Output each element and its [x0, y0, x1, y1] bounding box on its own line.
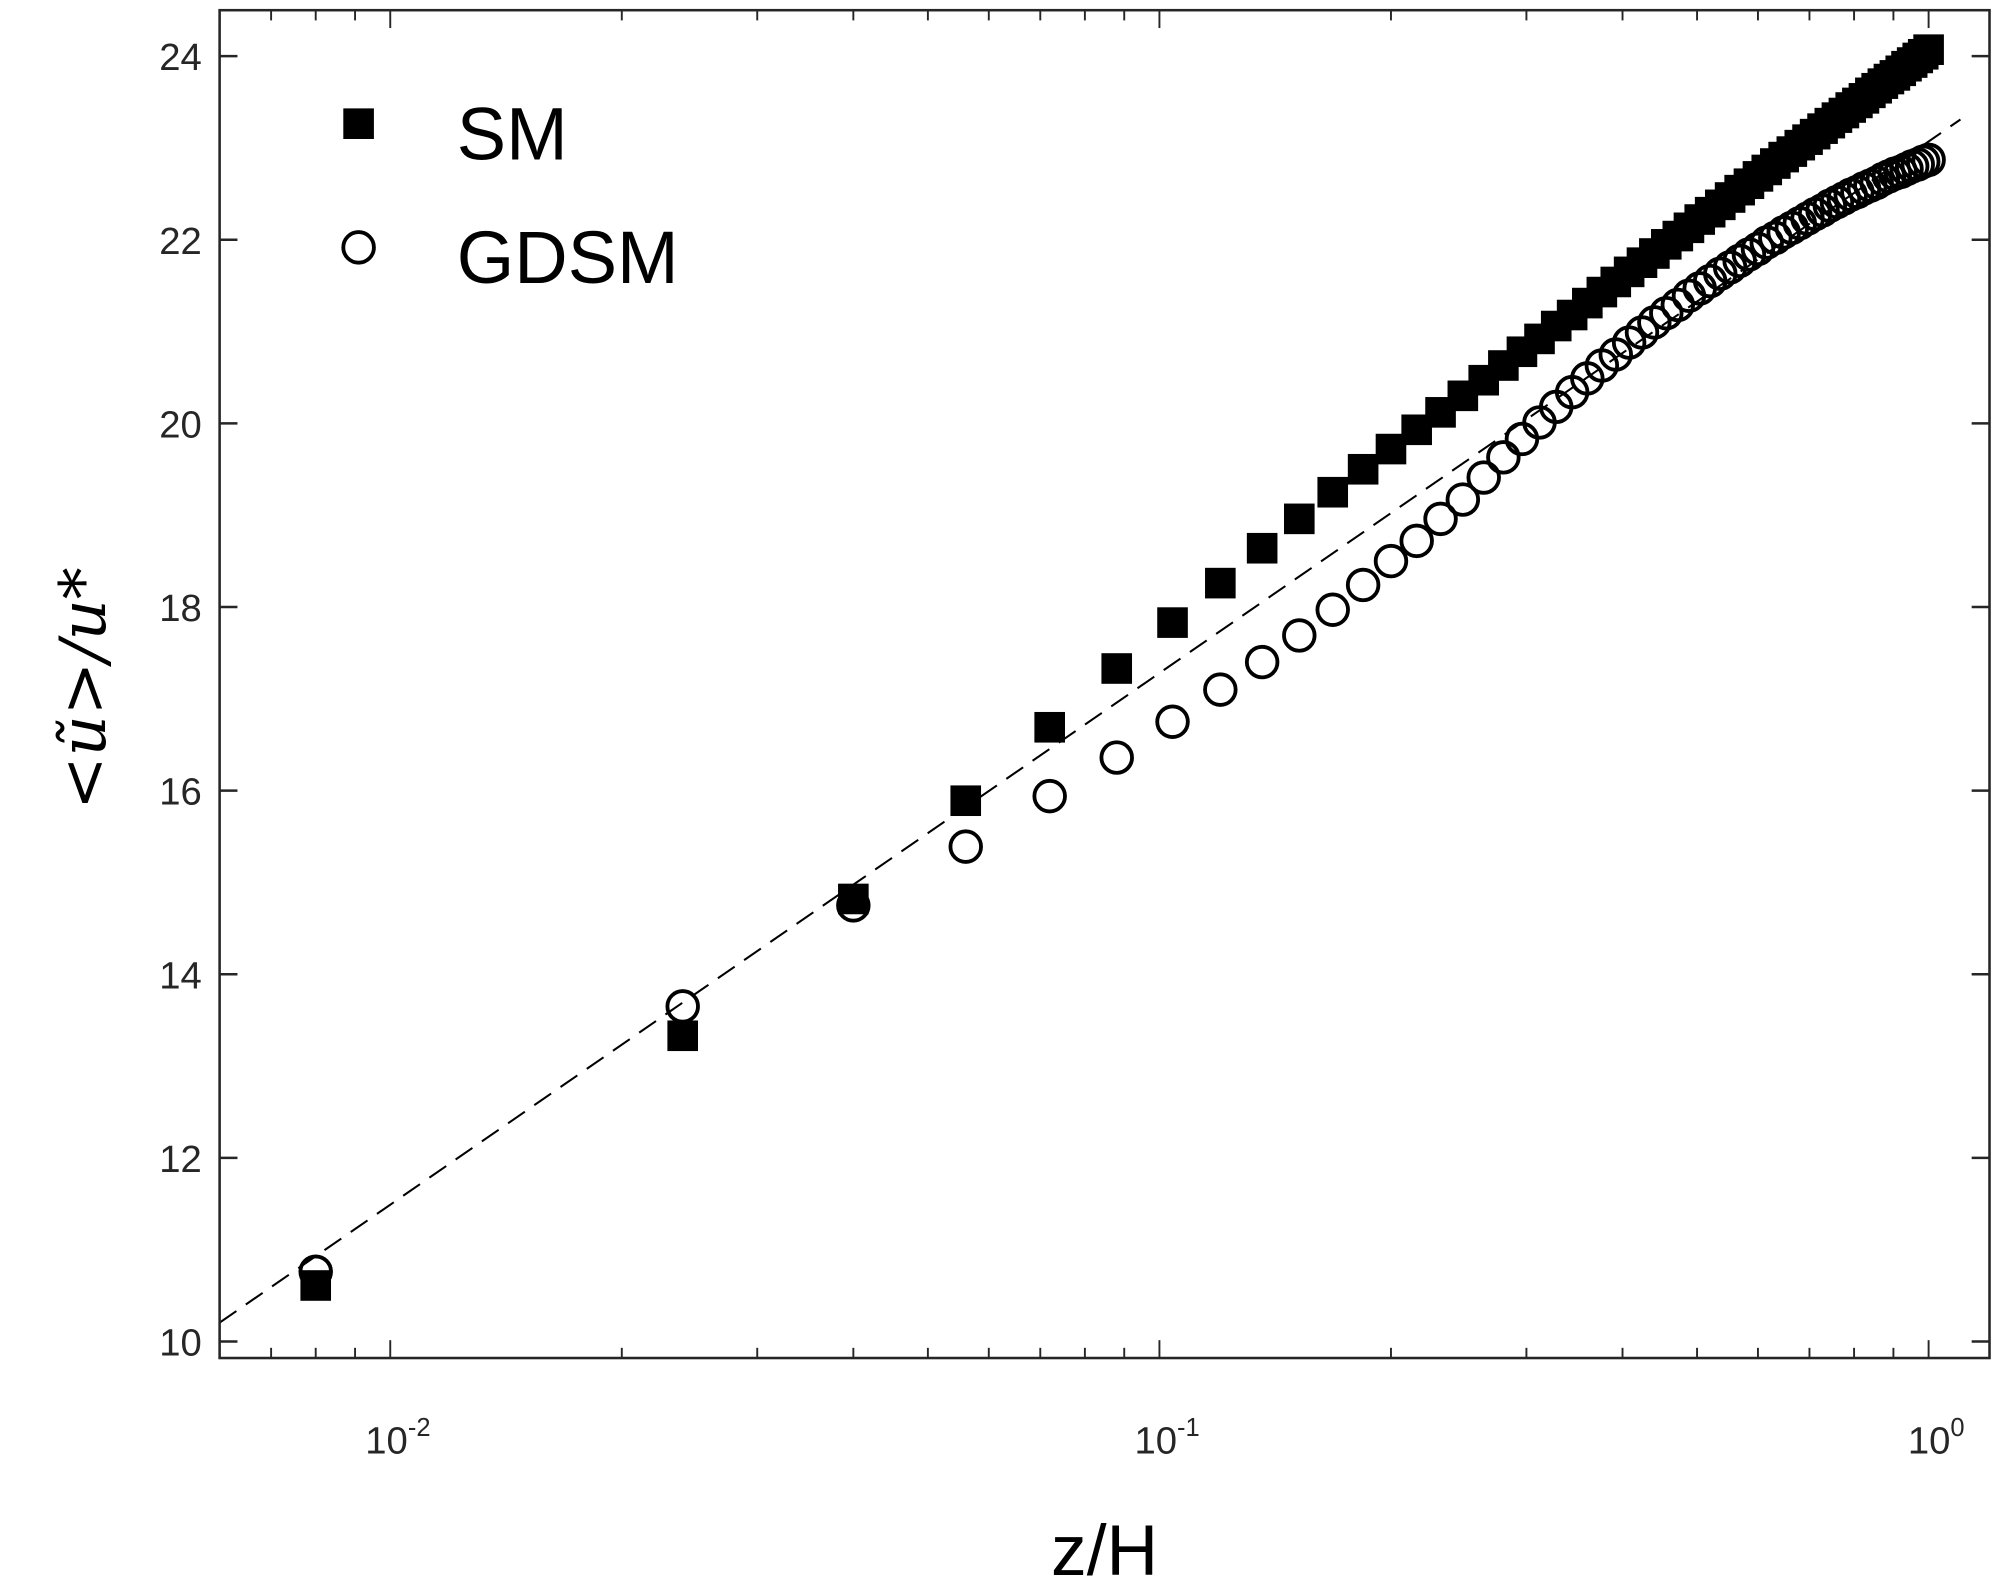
y-tick-label: 20: [159, 403, 202, 446]
gdsm-point: [1423, 501, 1458, 537]
gdsm-point: [1032, 778, 1067, 814]
gdsm-point: [1345, 567, 1381, 603]
gdsm-point: [1203, 672, 1238, 707]
gdsm-point: [836, 888, 871, 923]
legend-gdsm-marker: [341, 230, 376, 265]
gdsm-point: [1660, 287, 1696, 323]
y-tick-label: 10: [159, 1322, 202, 1365]
x-tick-base: 10: [1134, 1420, 1177, 1463]
sm-point: [1101, 653, 1133, 684]
gdsm-point: [1486, 440, 1521, 475]
gdsm-point: [1244, 644, 1280, 680]
sm-point: [667, 1020, 699, 1052]
sm-point: [1283, 503, 1315, 535]
gdsm-point: [948, 829, 983, 864]
sm-point: [1317, 476, 1349, 508]
x-tick-label: 100: [1908, 1414, 1965, 1463]
sm-point: [1157, 607, 1188, 638]
legend-sm-marker: [343, 108, 374, 139]
sm-point: [1034, 711, 1065, 743]
x-axis-label: z/H: [1051, 1511, 1158, 1585]
gdsm-point: [1911, 142, 1946, 178]
sm-point: [1913, 34, 1944, 65]
gdsm-point: [1731, 237, 1767, 272]
x-tick-base: 10: [365, 1420, 408, 1463]
y-tick-label: 18: [159, 587, 202, 630]
gdsm-point: [1099, 740, 1134, 775]
y-tick-label: 22: [159, 220, 202, 263]
gdsm-point: [665, 989, 700, 1024]
gdsm-point: [1637, 305, 1672, 340]
gdsm-point: [298, 1254, 333, 1289]
gdsm-point: [1740, 231, 1776, 267]
gdsm-point: [1155, 704, 1190, 739]
gdsm-point: [1712, 250, 1748, 285]
gdsm-point: [1722, 243, 1757, 279]
y-tick-label: 14: [159, 954, 202, 997]
x-tick-label: 10-2: [365, 1414, 430, 1463]
gdsm-point: [1315, 592, 1350, 627]
y-tick-label: 12: [159, 1138, 202, 1181]
y-tick-label: 16: [159, 771, 202, 814]
gdsm-point: [1282, 618, 1317, 653]
gdsm-point: [1466, 460, 1501, 495]
gdsm-point: [1399, 523, 1434, 559]
x-tick-base: 10: [1908, 1420, 1951, 1463]
plot-frame: [218, 8, 1991, 1360]
y-axis-label: <ũ>/u*: [47, 567, 121, 809]
sm-point: [1246, 532, 1278, 564]
x-tick-label: 10-1: [1134, 1414, 1199, 1463]
sm-point: [1347, 453, 1379, 485]
x-tick-exponent: -2: [408, 1414, 431, 1442]
sm-point: [1375, 433, 1407, 465]
sm-point: [950, 785, 982, 817]
gdsm-point: [1624, 315, 1660, 350]
gdsm-point: [1445, 482, 1481, 517]
data-marks: [298, 34, 1946, 1301]
legend-gdsm-label: GDSM: [457, 216, 679, 299]
x-tick-exponent: -1: [1177, 1414, 1200, 1442]
x-tick-exponent: 0: [1950, 1414, 1964, 1442]
legend: SM GDSM: [341, 92, 679, 299]
sm-point: [1205, 567, 1236, 599]
gdsm-point: [1373, 543, 1409, 579]
gdsm-point: [1758, 220, 1793, 256]
y-tick-label: 24: [159, 36, 202, 79]
legend-sm-label: SM: [457, 92, 568, 175]
